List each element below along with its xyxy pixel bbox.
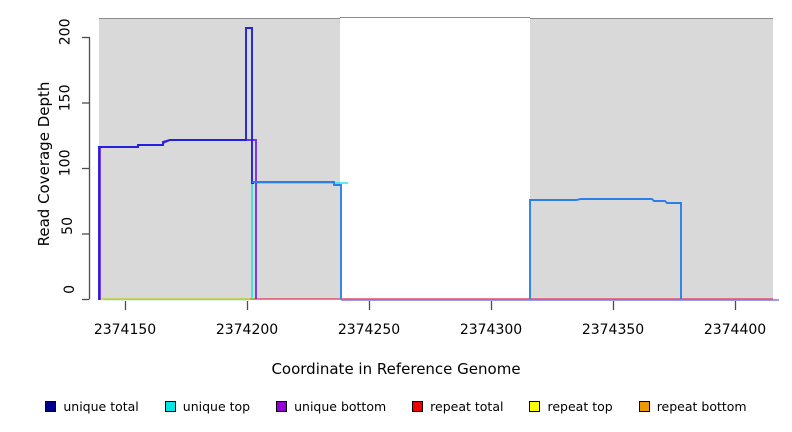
legend-swatch-unique-top bbox=[164, 401, 176, 412]
x-tick-label-2374300: 2374300 bbox=[459, 322, 523, 338]
legend-label-repeat-bottom: repeat bottom bbox=[656, 399, 747, 414]
legend-item-unique-bottom: unique bottom bbox=[276, 399, 386, 414]
legend-item-repeat-total: repeat total bbox=[412, 399, 503, 414]
x-tick-label-2374200: 2374200 bbox=[215, 322, 279, 338]
x-tick-label-2374250: 2374250 bbox=[337, 322, 401, 338]
legend-swatch-repeat-total bbox=[412, 401, 424, 412]
legend-label-unique-bottom: unique bottom bbox=[294, 399, 387, 414]
legend-swatch-unique-bottom bbox=[276, 401, 288, 412]
legend-item-unique-top: unique top bbox=[164, 399, 251, 414]
legend-item-unique-total: unique total bbox=[45, 399, 139, 414]
region-top-borders bbox=[99, 17, 773, 19]
x-tick-label-2374400: 2374400 bbox=[703, 322, 767, 338]
legend-label-repeat-total: repeat total bbox=[430, 399, 504, 414]
legend-label-repeat-top: repeat top bbox=[547, 399, 613, 414]
legend-swatch-unique-total bbox=[45, 401, 57, 412]
legend-label-unique-top: unique top bbox=[182, 399, 251, 414]
shaded-region-right bbox=[530, 18, 773, 299]
axis-ticks bbox=[82, 36, 737, 310]
shaded-regions bbox=[99, 18, 773, 299]
legend-item-repeat-top: repeat top bbox=[529, 399, 613, 414]
legend-label-unique-total: unique total bbox=[63, 399, 139, 414]
series-mid-plateau bbox=[252, 181, 342, 299]
legend-item-repeat-bottom: repeat bottom bbox=[638, 399, 747, 414]
x-tick-label-2374350: 2374350 bbox=[581, 322, 645, 338]
x-tick-label-2374150: 2374150 bbox=[93, 322, 157, 338]
series-right-plateau bbox=[529, 198, 682, 299]
shaded-region-left bbox=[99, 18, 340, 299]
legend-swatch-repeat-top bbox=[529, 401, 541, 412]
series-unique-total bbox=[98, 27, 254, 300]
chart-legend: unique total unique top unique bottom re… bbox=[0, 399, 792, 414]
x-axis-title: Coordinate in Reference Genome bbox=[271, 360, 521, 378]
legend-swatch-repeat-bottom bbox=[638, 401, 650, 412]
